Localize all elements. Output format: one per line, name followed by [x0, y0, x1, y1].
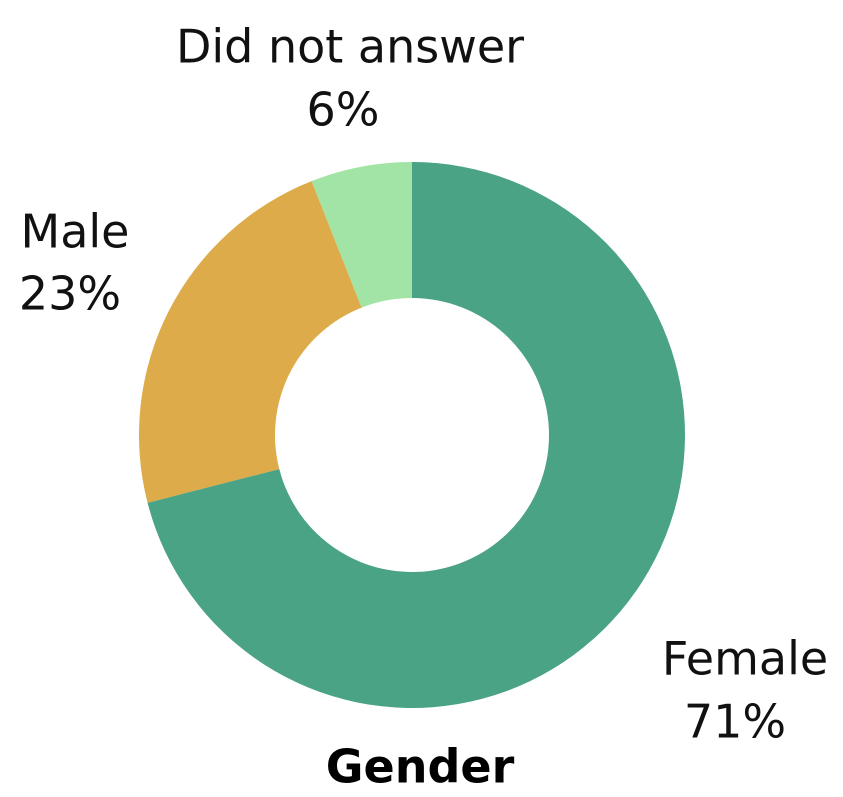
chart-title: Gender — [326, 740, 515, 794]
donut-slice — [138, 181, 362, 503]
slice-value-label: 71% — [684, 695, 786, 749]
donut-slice — [147, 162, 686, 708]
slice-category-label: Female — [662, 632, 828, 686]
slice-value-label: 6% — [307, 83, 380, 137]
slice-category-label: Did not answer — [176, 20, 524, 74]
slice-value-label: 23% — [19, 267, 121, 321]
donut-slice — [311, 162, 412, 308]
slice-category-label: Male — [21, 205, 130, 259]
